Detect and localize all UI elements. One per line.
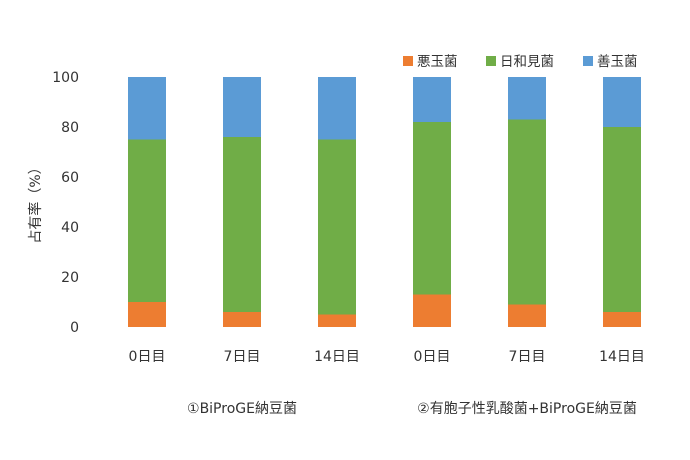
bar-segment-3-2 [223, 77, 261, 137]
bar-segment-2-1 [128, 139, 166, 302]
x-axis-categories: 0日目 7日目 14日目 0日目 7日目 14日目 [129, 349, 645, 365]
bar-segment-1-4 [413, 294, 451, 327]
x-category-label: 7日目 [224, 349, 261, 365]
y-tick-label: 0 [70, 320, 79, 336]
y-tick-label: 80 [61, 120, 79, 136]
y-axis-label-group: 占有率（%） [27, 160, 44, 243]
x-category-label: 14日目 [599, 349, 645, 365]
bar-segment-3-5 [508, 77, 546, 120]
bar-segment-1-2 [223, 312, 261, 327]
bar-segment-2-6 [603, 127, 641, 312]
bar-segment-1-6 [603, 312, 641, 327]
x-category-label: 0日目 [129, 349, 166, 365]
y-axis-ticks: 0 20 40 60 80 100 [52, 70, 79, 336]
legend-label-1: 悪玉菌 [417, 54, 458, 70]
bar-segment-1-3 [318, 314, 356, 327]
group-label-1: ①BiProGE納豆菌 [187, 401, 297, 417]
legend-swatch-3 [583, 56, 593, 66]
y-axis-label: 占有率（%） [27, 160, 44, 243]
x-category-label: 0日目 [414, 349, 451, 365]
bar-segment-1-5 [508, 304, 546, 327]
bar-segment-3-4 [413, 77, 451, 122]
y-tick-label: 20 [61, 270, 79, 286]
bar-segment-2-5 [508, 119, 546, 305]
group-label-2: ②有胞子性乳酸菌+BiProGE納豆菌 [417, 401, 637, 417]
bar-segment-3-3 [318, 77, 356, 140]
legend-label-2: 日和見菌 [500, 54, 554, 70]
y-tick-label: 60 [61, 170, 79, 186]
y-tick-label: 40 [61, 220, 79, 236]
group-labels: ①BiProGE納豆菌 ②有胞子性乳酸菌+BiProGE納豆菌 [187, 401, 637, 417]
bar-segment-2-2 [223, 137, 261, 312]
y-tick-label: 100 [52, 70, 79, 86]
bar-segment-3-6 [603, 77, 641, 127]
legend-swatch-1 [403, 56, 413, 66]
bar-segment-2-4 [413, 122, 451, 295]
legend: 悪玉菌 日和見菌 善玉菌 [403, 54, 638, 70]
bar-segment-3-1 [128, 77, 166, 140]
bar-segment-1-1 [128, 302, 166, 327]
bar-segment-2-3 [318, 139, 356, 315]
legend-swatch-2 [486, 56, 496, 66]
x-category-label: 7日目 [509, 349, 546, 365]
legend-label-3: 善玉菌 [597, 54, 638, 70]
bars [128, 77, 641, 327]
x-category-label: 14日目 [314, 349, 360, 365]
